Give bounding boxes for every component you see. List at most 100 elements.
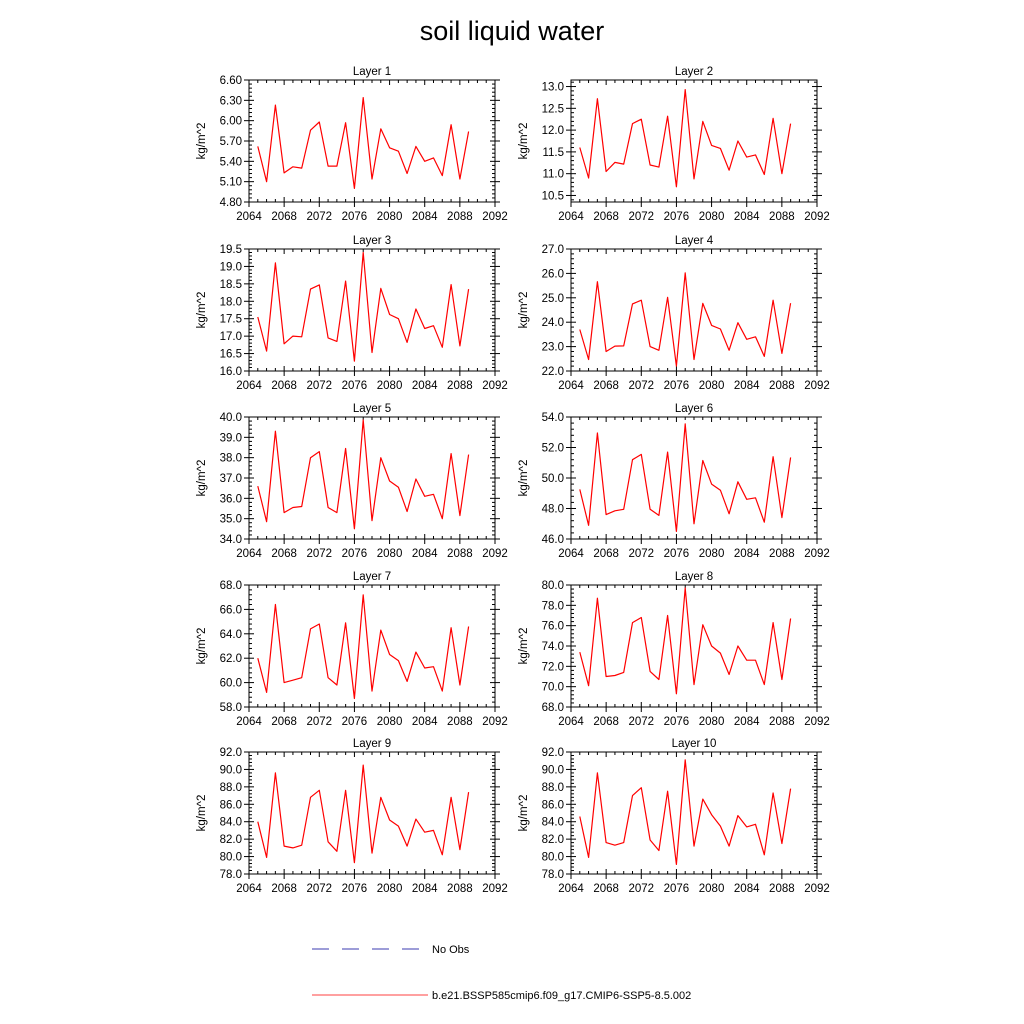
series-line <box>257 251 470 362</box>
x-tick-label: 2084 <box>412 211 438 223</box>
plot-frame <box>570 79 818 203</box>
y-tick-label: 23.0 <box>542 342 564 354</box>
y-tick-label: 18.5 <box>220 279 242 291</box>
panel-layer-4: Layer 4 2064 2068 2072 2076 2080 2084 2088 2092 2… <box>518 235 830 392</box>
x-tick-label: 2072 <box>306 883 332 895</box>
y-tick-label: 6.00 <box>220 116 242 128</box>
x-tick-label: 2088 <box>447 548 473 560</box>
panel-layer-6: Layer 6 2064 2068 2072 2076 2080 2084 2088 2092 4… <box>518 403 830 560</box>
x-tick-label: 2088 <box>769 380 795 392</box>
x-tick-label: 2072 <box>306 211 332 223</box>
y-axis-label: kg/m^2 <box>196 460 208 497</box>
y-tick-label: 74.0 <box>542 641 564 653</box>
y-tick-label: 82.0 <box>542 834 564 846</box>
y-tick-label: 11.5 <box>542 147 564 159</box>
x-tick-label: 2064 <box>236 548 262 560</box>
x-tick-label: 2084 <box>734 716 760 728</box>
y-tick-label: 68.0 <box>220 580 242 592</box>
x-tick-label: 2084 <box>412 548 438 560</box>
x-tick-label: 2092 <box>804 380 830 392</box>
x-tick-label: 2088 <box>447 211 473 223</box>
y-tick-label: 13.0 <box>542 82 564 94</box>
y-tick-label: 72.0 <box>542 661 564 673</box>
x-tick-label: 2068 <box>271 380 297 392</box>
y-tick-label: 46.0 <box>542 534 564 546</box>
panel-title: Layer 10 <box>672 738 717 750</box>
y-tick-label: 78.0 <box>542 600 564 612</box>
y-tick-label: 82.0 <box>220 834 242 846</box>
x-tick-label: 2068 <box>593 548 619 560</box>
series-line <box>257 419 470 530</box>
y-tick-label: 26.0 <box>542 268 564 280</box>
y-tick-label: 48.0 <box>542 504 564 516</box>
panel-title: Layer 6 <box>675 403 713 415</box>
y-axis-label: kg/m^2 <box>518 628 530 665</box>
x-tick-label: 2080 <box>699 548 725 560</box>
x-tick-label: 2088 <box>447 716 473 728</box>
y-axis-label: kg/m^2 <box>518 795 530 832</box>
series-line <box>579 759 792 866</box>
y-tick-label: 40.0 <box>220 412 242 424</box>
x-tick-label: 2088 <box>769 211 795 223</box>
y-axis-label: kg/m^2 <box>196 123 208 160</box>
x-tick-label: 2068 <box>593 380 619 392</box>
y-tick-label: 12.0 <box>542 125 564 137</box>
y-tick-label: 88.0 <box>220 782 242 794</box>
y-tick-label: 68.0 <box>542 702 564 714</box>
x-tick-label: 2072 <box>628 380 654 392</box>
y-tick-label: 84.0 <box>542 817 564 829</box>
y-tick-label: 5.40 <box>220 156 242 168</box>
panel-title: Layer 8 <box>675 571 713 583</box>
y-tick-label: 50.0 <box>542 473 564 485</box>
panel-layer-1: Layer 1 2064 2068 2072 2076 2080 2084 2088 2092 4… <box>196 66 508 223</box>
x-tick-label: 2092 <box>482 548 508 560</box>
y-tick-label: 5.10 <box>220 177 242 189</box>
y-tick-label: 19.5 <box>220 244 242 256</box>
y-tick-label: 58.0 <box>220 702 242 714</box>
plot-frame <box>570 248 818 372</box>
series-line <box>257 96 470 189</box>
x-tick-label: 2076 <box>342 716 368 728</box>
y-tick-label: 54.0 <box>542 412 564 424</box>
y-tick-label: 52.0 <box>542 443 564 455</box>
y-axis-label: kg/m^2 <box>196 292 208 329</box>
x-tick-label: 2080 <box>377 380 403 392</box>
x-tick-label: 2072 <box>628 211 654 223</box>
y-tick-label: 25.0 <box>542 293 564 305</box>
x-tick-label: 2068 <box>271 548 297 560</box>
series-line <box>579 423 792 533</box>
panel-layer-3: Layer 3 2064 2068 2072 2076 2080 2084 2088 2092 1… <box>196 235 508 392</box>
y-tick-label: 92.0 <box>542 747 564 759</box>
x-tick-label: 2064 <box>558 548 584 560</box>
series-line <box>257 764 470 864</box>
x-tick-label: 2068 <box>271 716 297 728</box>
y-tick-label: 39.0 <box>220 432 242 444</box>
y-tick-label: 66.0 <box>220 604 242 616</box>
x-tick-label: 2068 <box>593 716 619 728</box>
x-tick-label: 2076 <box>342 211 368 223</box>
y-tick-label: 60.0 <box>220 678 242 690</box>
y-tick-label: 84.0 <box>220 817 242 829</box>
y-tick-label: 22.0 <box>542 366 564 378</box>
y-tick-label: 70.0 <box>542 682 564 694</box>
y-tick-label: 18.0 <box>220 296 242 308</box>
y-tick-label: 16.5 <box>220 349 242 361</box>
x-tick-label: 2076 <box>342 548 368 560</box>
legend-item: No Obs <box>312 944 470 956</box>
y-axis-label: kg/m^2 <box>196 795 208 832</box>
x-tick-label: 2064 <box>558 883 584 895</box>
x-tick-label: 2092 <box>482 211 508 223</box>
y-tick-label: 80.0 <box>542 852 564 864</box>
y-tick-label: 34.0 <box>220 534 242 546</box>
y-axis-label: kg/m^2 <box>518 123 530 160</box>
panel-layer-7: Layer 7 2064 2068 2072 2076 2080 2084 2088 2092 5… <box>196 571 508 728</box>
x-tick-label: 2076 <box>664 211 690 223</box>
x-tick-label: 2080 <box>699 380 725 392</box>
x-tick-label: 2064 <box>558 380 584 392</box>
y-tick-label: 86.0 <box>220 799 242 811</box>
y-tick-label: 80.0 <box>220 852 242 864</box>
y-tick-label: 78.0 <box>542 869 564 881</box>
x-tick-label: 2092 <box>482 716 508 728</box>
y-tick-label: 88.0 <box>542 782 564 794</box>
x-tick-label: 2072 <box>306 380 332 392</box>
